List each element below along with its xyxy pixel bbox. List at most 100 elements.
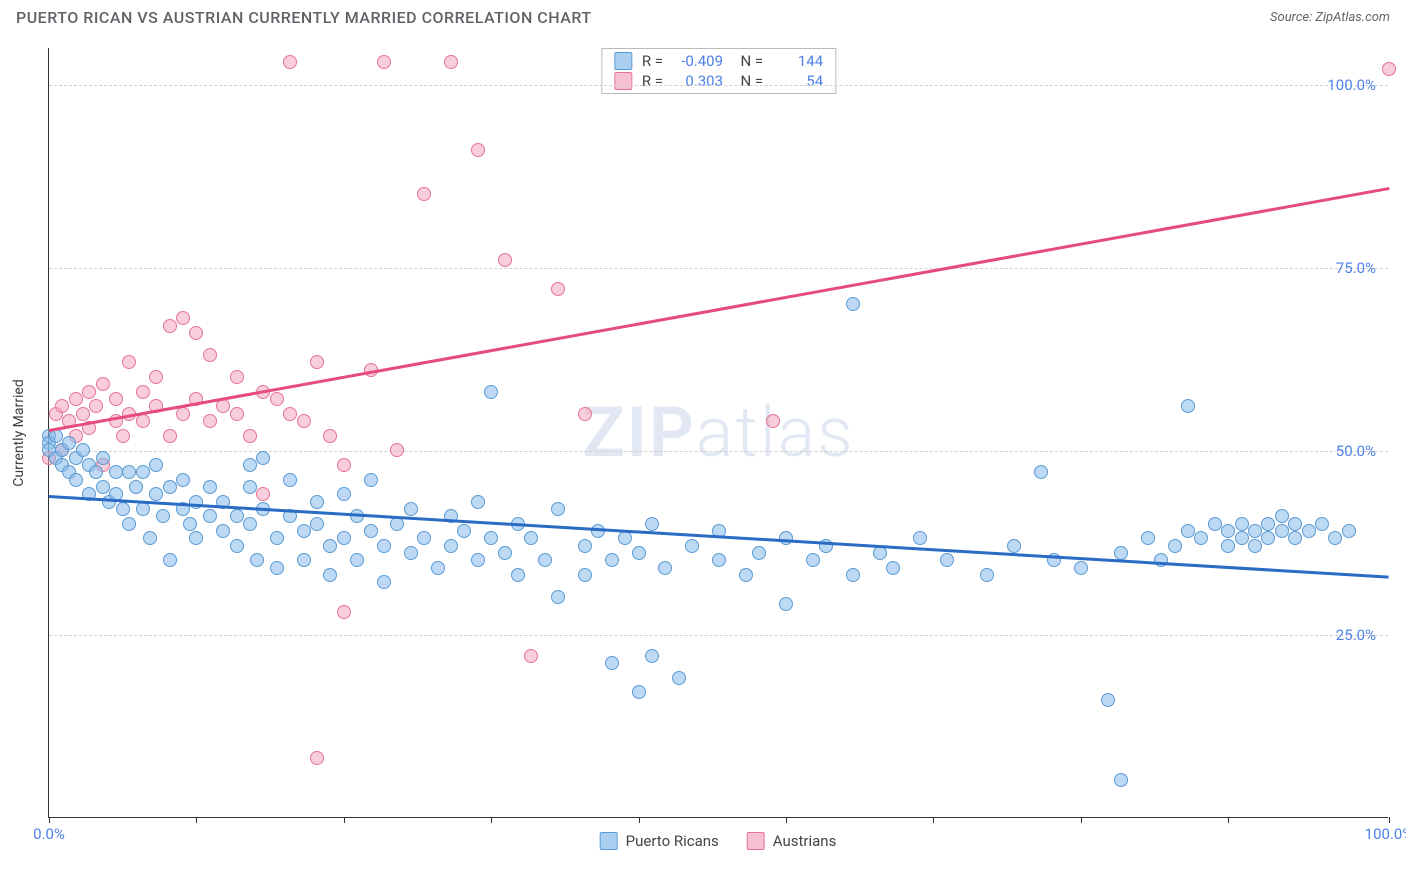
data-point-blue (96, 480, 110, 494)
data-point-blue (350, 553, 364, 567)
n-label: N = (733, 72, 763, 90)
gridline (49, 451, 1388, 452)
data-point-blue (1221, 524, 1235, 538)
data-point-blue (578, 568, 592, 582)
data-point-blue (886, 561, 900, 575)
data-point-pink (230, 407, 244, 421)
data-point-blue (1288, 517, 1302, 531)
data-point-blue (364, 473, 378, 487)
data-point-blue (297, 553, 311, 567)
n-value-pink: 54 (773, 72, 823, 90)
data-point-pink (69, 392, 83, 406)
xtick-mark (786, 817, 787, 823)
xtick-mark (344, 817, 345, 823)
data-point-blue (62, 436, 76, 450)
data-point-blue (116, 502, 130, 516)
data-point-blue (1141, 531, 1155, 545)
data-point-pink (1382, 62, 1396, 76)
data-point-blue (685, 539, 699, 553)
source-attribution: Source: ZipAtlas.com (1270, 10, 1390, 25)
data-point-blue (511, 568, 525, 582)
data-point-blue (752, 546, 766, 560)
data-point-blue (1101, 693, 1115, 707)
data-point-blue (1248, 539, 1262, 553)
data-point-blue (76, 443, 90, 457)
data-point-blue (129, 480, 143, 494)
data-point-blue (551, 590, 565, 604)
data-point-pink (82, 385, 96, 399)
data-point-pink (149, 370, 163, 384)
data-point-pink (310, 751, 324, 765)
n-label: N = (733, 52, 763, 70)
data-point-blue (310, 495, 324, 509)
data-point-pink (230, 370, 244, 384)
data-point-blue (1261, 531, 1275, 545)
data-point-blue (377, 539, 391, 553)
swatch-blue-icon (614, 52, 632, 70)
data-point-blue (658, 561, 672, 575)
data-point-blue (163, 480, 177, 494)
data-point-blue (323, 539, 337, 553)
ytick-label: 75.0% (1336, 259, 1376, 277)
r-label: R = (642, 52, 663, 70)
y-axis-label: Currently Married (11, 379, 27, 486)
data-point-pink (76, 407, 90, 421)
data-point-blue (122, 465, 136, 479)
data-point-blue (712, 553, 726, 567)
ytick-label: 50.0% (1336, 442, 1376, 460)
swatch-pink-icon (614, 72, 632, 90)
gridline (49, 635, 1388, 636)
data-point-pink (55, 399, 69, 413)
data-point-blue (270, 531, 284, 545)
data-point-blue (471, 495, 485, 509)
data-point-blue (377, 575, 391, 589)
xtick-mark (49, 817, 50, 823)
data-point-blue (337, 531, 351, 545)
data-point-blue (183, 517, 197, 531)
chart-title: PUERTO RICAN VS AUSTRIAN CURRENTLY MARRI… (16, 8, 592, 27)
data-point-blue (605, 553, 619, 567)
data-point-pink (163, 429, 177, 443)
data-point-blue (1007, 539, 1021, 553)
data-point-pink (417, 187, 431, 201)
data-point-pink (243, 429, 257, 443)
data-point-blue (310, 517, 324, 531)
data-point-blue (618, 531, 632, 545)
data-point-blue (404, 502, 418, 516)
data-point-blue (457, 524, 471, 538)
data-point-blue (1208, 517, 1222, 531)
n-value-blue: 144 (773, 52, 823, 70)
data-point-blue (913, 531, 927, 545)
data-point-blue (632, 546, 646, 560)
data-point-blue (551, 502, 565, 516)
data-point-blue (216, 524, 230, 538)
data-point-blue (846, 568, 860, 582)
data-point-blue (591, 524, 605, 538)
swatch-blue-icon (600, 832, 618, 850)
data-point-pink (471, 143, 485, 157)
data-point-blue (1248, 524, 1262, 538)
data-point-blue (250, 553, 264, 567)
ytick-label: 25.0% (1336, 626, 1376, 644)
data-point-pink (444, 55, 458, 69)
r-label: R = (642, 72, 663, 90)
data-point-pink (203, 348, 217, 362)
data-point-blue (149, 487, 163, 501)
xtick-mark (1228, 817, 1229, 823)
data-point-blue (645, 649, 659, 663)
data-point-pink (116, 429, 130, 443)
data-point-blue (243, 458, 257, 472)
trend-line-pink (49, 187, 1389, 431)
data-point-blue (578, 539, 592, 553)
data-point-blue (524, 531, 538, 545)
data-point-pink (766, 414, 780, 428)
data-point-blue (739, 568, 753, 582)
data-point-blue (203, 480, 217, 494)
data-point-pink (109, 392, 123, 406)
data-point-pink (136, 414, 150, 428)
data-point-blue (243, 480, 257, 494)
data-point-blue (230, 509, 244, 523)
xtick-label: 100.0% (1365, 825, 1406, 843)
data-point-blue (1235, 531, 1249, 545)
data-point-pink (578, 407, 592, 421)
